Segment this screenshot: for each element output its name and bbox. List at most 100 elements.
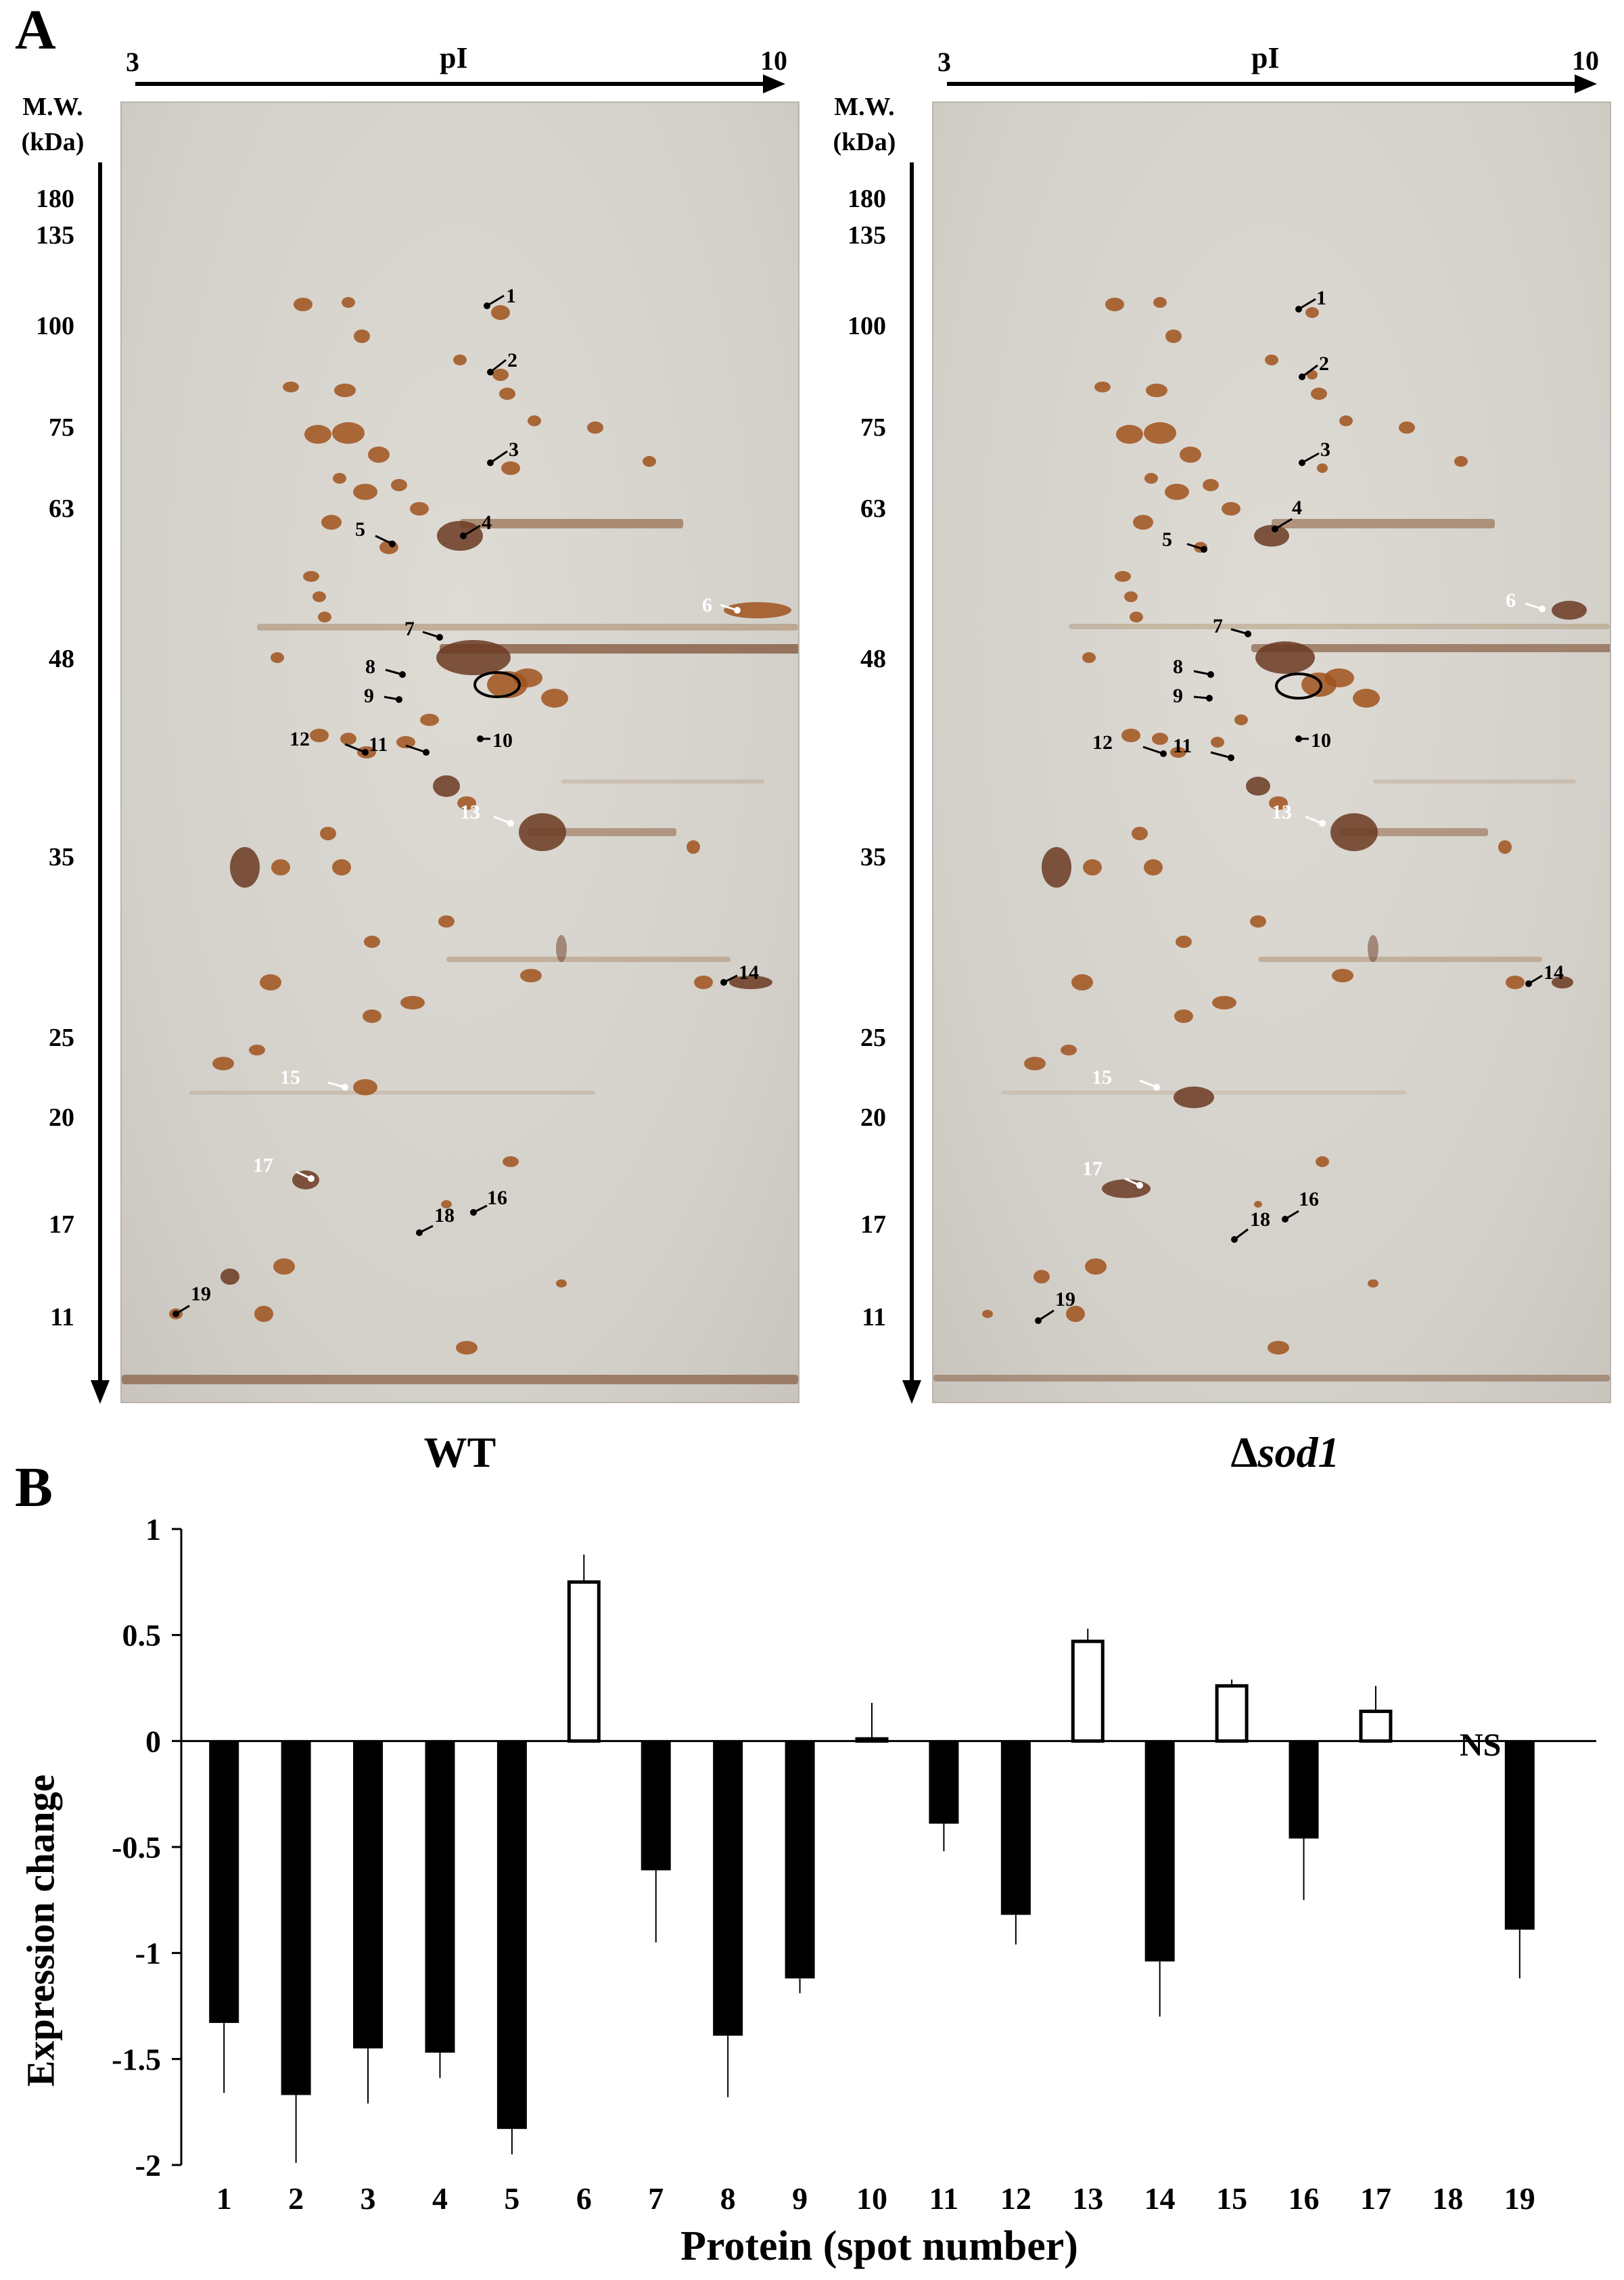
- spot-label-11: 11: [1173, 735, 1192, 757]
- x-tick-label: 8: [720, 2181, 736, 2216]
- gel-spot: [1246, 777, 1270, 796]
- gel-spot: [1061, 1045, 1077, 1055]
- x-tick-label: 3: [361, 2181, 376, 2216]
- gel-spot: [342, 297, 355, 308]
- spot-arrowhead: [308, 1175, 315, 1182]
- spot-label-8: 8: [365, 656, 375, 678]
- spot-arrowhead: [389, 541, 396, 547]
- gel-spot: [1153, 297, 1167, 308]
- gel-spot: [283, 382, 299, 392]
- mw-tick-label: 180: [36, 185, 74, 213]
- gel-spot: [420, 714, 439, 726]
- spot-circle-10: [1275, 672, 1322, 700]
- gel-spot: [304, 425, 331, 444]
- gel-spot: [457, 796, 476, 810]
- gel-spot: [487, 671, 528, 698]
- gel-spot: [1265, 355, 1278, 365]
- gel-spot: [541, 689, 568, 708]
- spot-label-18: 18: [1250, 1208, 1270, 1231]
- spot-arrowhead: [396, 696, 402, 703]
- gel-spot: [391, 479, 407, 491]
- mw-tick-label: 35: [860, 843, 886, 871]
- gel-image-wt: 1 2 3 4 5 6 7 8 9 10 11 12 13 14 15 16 17 18 19: [120, 101, 799, 1403]
- bar: [1215, 1684, 1249, 1743]
- bar: [567, 1580, 601, 1743]
- mw-tick-label: 48: [49, 645, 74, 673]
- bar: [1504, 1741, 1535, 1930]
- spot-arrowhead: [460, 532, 467, 539]
- gel-spot: [501, 461, 520, 475]
- pi-min-label: 3: [937, 47, 951, 77]
- mw-tick-label: 17: [49, 1210, 74, 1239]
- spot-circle-10: [473, 671, 521, 698]
- gel-spot: [1250, 915, 1266, 928]
- gel-spot: [1082, 652, 1096, 663]
- bar: [425, 1741, 455, 2053]
- gel-spot: [1506, 976, 1525, 989]
- gel-spot: [340, 733, 356, 745]
- mw-tick-label: 25: [49, 1024, 74, 1052]
- spot-label-9: 9: [1173, 685, 1183, 707]
- gel-spot: [221, 1269, 239, 1285]
- spot-arrowhead: [1539, 606, 1546, 612]
- gel-streak: [460, 519, 683, 528]
- gel-spot: [273, 1258, 295, 1275]
- gel-spot: [1170, 747, 1186, 758]
- spot-arrowhead: [720, 979, 727, 986]
- spot-arrowhead: [1299, 459, 1305, 466]
- spot-arrowhead: [1207, 671, 1214, 678]
- spot-arrowhead: [436, 634, 443, 641]
- x-tick-label: 1: [216, 2181, 232, 2216]
- gel-spot: [1105, 298, 1124, 311]
- y-tick-label: 0: [145, 1724, 161, 1758]
- gel-spot: [433, 775, 460, 797]
- gel-spot: [249, 1045, 265, 1055]
- gel-spot: [1301, 672, 1337, 697]
- gel-spot: [334, 384, 356, 397]
- y-tick-label: 0.5: [122, 1618, 162, 1653]
- spot-arrowhead: [1231, 1236, 1238, 1243]
- spot-label-4: 4: [1292, 497, 1302, 519]
- spot-arrowhead: [423, 749, 430, 756]
- mw-title-line1: M.W.: [22, 93, 83, 121]
- gel-spot: [1094, 382, 1111, 392]
- gel-spot: [1130, 612, 1143, 622]
- x-tick-label: 19: [1504, 2181, 1535, 2216]
- gel-spot: [230, 847, 260, 888]
- x-tick-label: 9: [792, 2181, 808, 2216]
- pi-max-label: 10: [760, 45, 787, 76]
- spot-arrowhead: [1272, 526, 1278, 532]
- gel-spot: [353, 1079, 377, 1095]
- x-tick-label: 13: [1072, 2181, 1103, 2216]
- spot-arrow: [490, 450, 508, 464]
- chart-ylabel: Expression change: [18, 1774, 63, 2087]
- bar: [713, 1741, 743, 2036]
- mw-tick-label: 11: [862, 1303, 886, 1331]
- gel-spot: [1316, 1156, 1329, 1167]
- gel-spot: [400, 996, 425, 1009]
- spot-arrowhead: [507, 820, 514, 827]
- mw-tick-label: 180: [848, 185, 886, 213]
- spot-arrowhead: [1282, 1216, 1289, 1223]
- bar: [353, 1741, 384, 2049]
- gel-spot: [321, 515, 342, 530]
- gel-spot: [491, 305, 510, 320]
- gel-spot: [1144, 422, 1176, 444]
- gel-spot: [1034, 1270, 1050, 1283]
- gel-spot: [528, 415, 541, 426]
- y-tick-label: -0.5: [112, 1830, 161, 1865]
- x-tick-label: 10: [856, 2181, 887, 2216]
- gel-spot: [441, 1200, 452, 1208]
- x-tick-label: 12: [1000, 2181, 1031, 2216]
- x-tick-label: 11: [929, 2181, 958, 2216]
- gel-spot: [1254, 1201, 1262, 1208]
- gel-spot: [1305, 307, 1319, 318]
- gel-label-wt: WT: [423, 1428, 496, 1476]
- mw-tick-label: 20: [49, 1103, 74, 1132]
- gel-streak: [1069, 624, 1610, 629]
- spot-arrowhead: [1160, 750, 1167, 757]
- gel-group-wt: 3 pI 10 M.W. (kDa) 180 135 100 75 63 48 35 25 20…: [0, 0, 812, 1476]
- gel-spot: [1454, 456, 1468, 467]
- mw-axis-title: M.W. (kDa): [817, 89, 912, 160]
- spot-arrowhead: [1136, 1182, 1143, 1189]
